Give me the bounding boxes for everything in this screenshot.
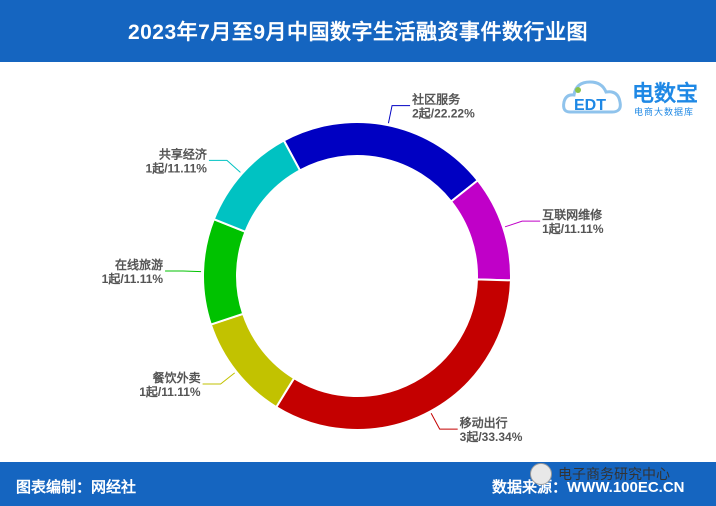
slice-value-共享经济: 1起/11.11%	[146, 160, 208, 175]
logo: EDT 电数宝 电商大数据库	[560, 68, 710, 124]
chart-header: 2023年7月至9月中国数字生活融资事件数行业图	[0, 0, 716, 62]
logo-subtitle: 电商大数据库	[634, 107, 695, 117]
slice-label-移动出行: 移动出行	[460, 415, 508, 430]
slice-value-移动出行: 3起/33.34%	[460, 429, 523, 444]
slice-互联网维修	[449, 178, 512, 282]
donut-chart: 社区服务2起/22.22%互联网维修1起/11.11%移动出行3起/33.34%…	[102, 92, 604, 445]
slice-在线旅游	[202, 217, 247, 326]
slice-value-在线旅游: 1起/11.11%	[102, 271, 164, 286]
slice-餐饮外卖	[209, 312, 296, 409]
leader-line-社区服务	[387, 105, 411, 124]
leader-line-互联网维修	[504, 220, 541, 228]
slice-label-互联网维修: 互联网维修	[542, 207, 603, 222]
logo-mark: EDT	[574, 97, 606, 114]
slice-label-共享经济: 共享经济	[159, 146, 208, 161]
watermark: 电子商务研究中心	[530, 463, 670, 485]
slice-value-餐饮外卖: 1起/11.11%	[139, 384, 201, 399]
slice-value-社区服务: 2起/22.22%	[412, 106, 475, 121]
leader-line-餐饮外卖	[202, 372, 236, 385]
leader-line-共享经济	[208, 159, 241, 173]
leader-line-移动出行	[430, 413, 458, 430]
cloud-logo-icon: EDT	[562, 80, 622, 114]
compiler-credit: 图表编制：网经社	[16, 479, 137, 496]
slice-共享经济	[212, 139, 302, 234]
slice-value-互联网维修: 1起/11.11%	[542, 221, 604, 236]
logo-brand: 电数宝	[632, 81, 699, 106]
slice-社区服务	[282, 121, 480, 203]
chart-title: 2023年7月至9月中国数字生活融资事件数行业图	[127, 21, 589, 44]
slice-label-餐饮外卖: 餐饮外卖	[153, 370, 201, 385]
leader-line-在线旅游	[165, 270, 202, 273]
watermark-text: 电子商务研究中心	[558, 466, 670, 482]
slice-label-在线旅游: 在线旅游	[115, 257, 163, 272]
slice-label-社区服务: 社区服务	[411, 92, 461, 107]
slice-移动出行	[274, 278, 512, 431]
wechat-icon	[530, 463, 552, 485]
